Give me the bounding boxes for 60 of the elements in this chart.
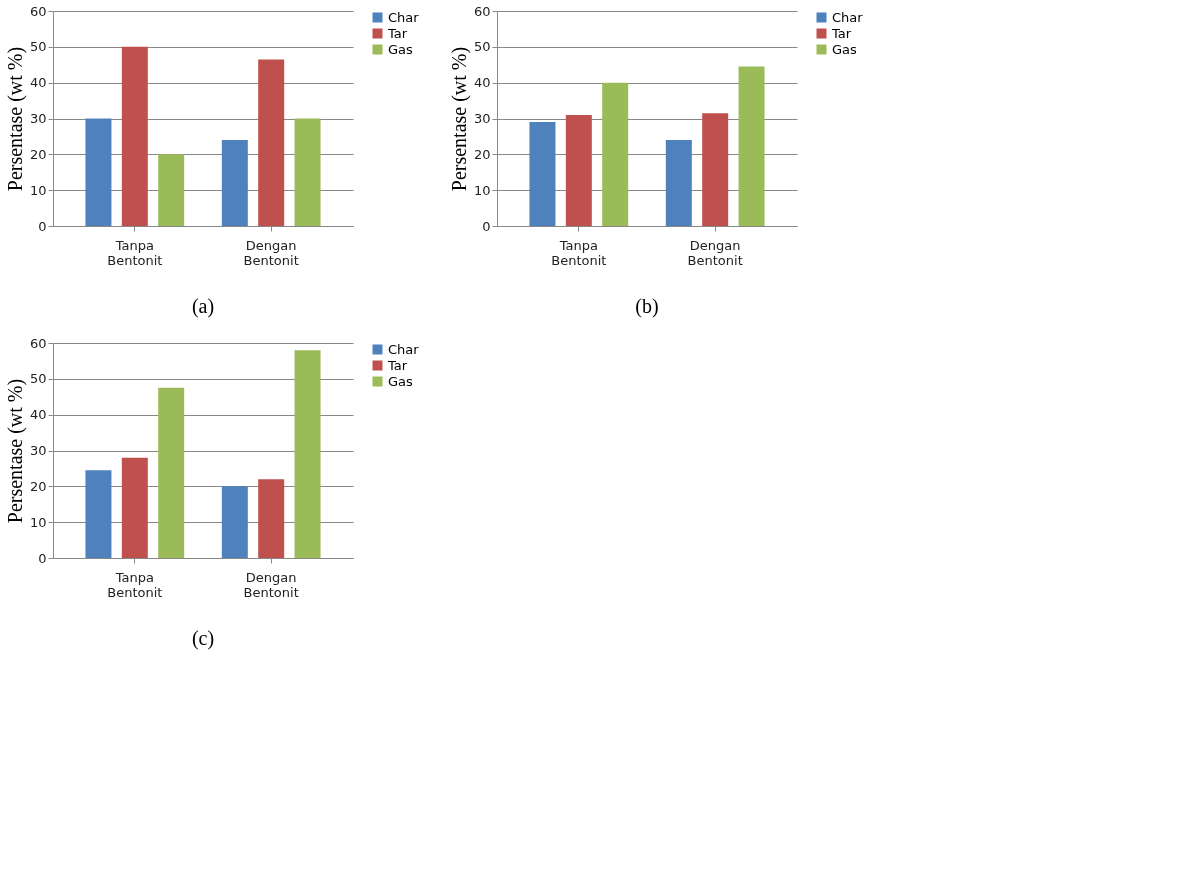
bar <box>294 350 321 558</box>
bar <box>702 113 729 226</box>
legend-label: Char <box>388 9 420 25</box>
text: (b) <box>635 295 659 318</box>
bar <box>121 46 148 226</box>
legend-label: Tar <box>387 25 408 41</box>
y-tick-label: 50 <box>29 39 47 55</box>
y-tick-label: 60 <box>473 3 491 19</box>
y-tick-label: 50 <box>29 371 47 387</box>
x-tick-label: Dengan Bentonit <box>243 569 299 600</box>
legend-label: Char <box>388 341 420 357</box>
y-tick-label: 10 <box>29 182 47 198</box>
y-tick-label: 60 <box>29 3 47 19</box>
text: (c) <box>191 627 215 650</box>
y-tick-label: 40 <box>29 75 47 91</box>
legend-label: Char <box>832 9 864 25</box>
y-axis-title: Persentase (wt %) <box>3 378 27 524</box>
y-tick-label: 30 <box>473 111 491 126</box>
legend-label: Tar <box>387 357 408 373</box>
y-tick-label: 0 <box>482 218 491 234</box>
y-tick-label: 60 <box>29 335 47 351</box>
bar <box>85 118 112 226</box>
y-tick-label: 20 <box>29 478 47 494</box>
bar <box>565 114 592 226</box>
bar <box>602 82 629 226</box>
y-tick-label: 10 <box>473 182 491 198</box>
y-tick-label: 20 <box>29 146 47 162</box>
text: (a) <box>191 295 215 318</box>
bar <box>121 457 148 558</box>
bar <box>294 118 321 226</box>
y-tick-label: 0 <box>38 550 47 566</box>
bar <box>258 479 285 558</box>
y-tick-label: 50 <box>473 39 491 55</box>
legend-label: Gas <box>832 41 858 57</box>
legend-label: Gas <box>388 373 414 389</box>
bar <box>665 140 692 226</box>
y-tick-label: 30 <box>29 111 47 126</box>
y-tick-label: 20 <box>473 146 491 162</box>
bar <box>158 154 185 226</box>
legend-label: Tar <box>831 25 852 41</box>
bar <box>158 387 185 558</box>
y-tick-label: 10 <box>29 514 47 530</box>
y-tick-label: 40 <box>29 407 47 423</box>
y-tick-label: 40 <box>473 75 491 91</box>
bar <box>221 140 248 226</box>
x-tick-label: Dengan Bentonit <box>687 237 743 268</box>
bar <box>258 59 285 226</box>
x-tick-label: Dengan Bentonit <box>243 237 299 268</box>
bar <box>85 470 112 558</box>
bar <box>738 66 765 226</box>
y-axis-title: Persentase (wt %) <box>447 46 471 192</box>
bar <box>221 486 248 558</box>
y-axis-title: Persentase (wt %) <box>3 46 27 192</box>
y-tick-label: 30 <box>29 443 47 458</box>
legend-label: Gas <box>388 41 414 57</box>
y-tick-label: 0 <box>38 218 47 234</box>
x-tick-label: Tanpa Bentonit <box>107 569 163 600</box>
x-tick-label: Tanpa Bentonit <box>107 237 163 268</box>
x-tick-label: Tanpa Bentonit <box>551 237 607 268</box>
bar <box>529 122 556 226</box>
